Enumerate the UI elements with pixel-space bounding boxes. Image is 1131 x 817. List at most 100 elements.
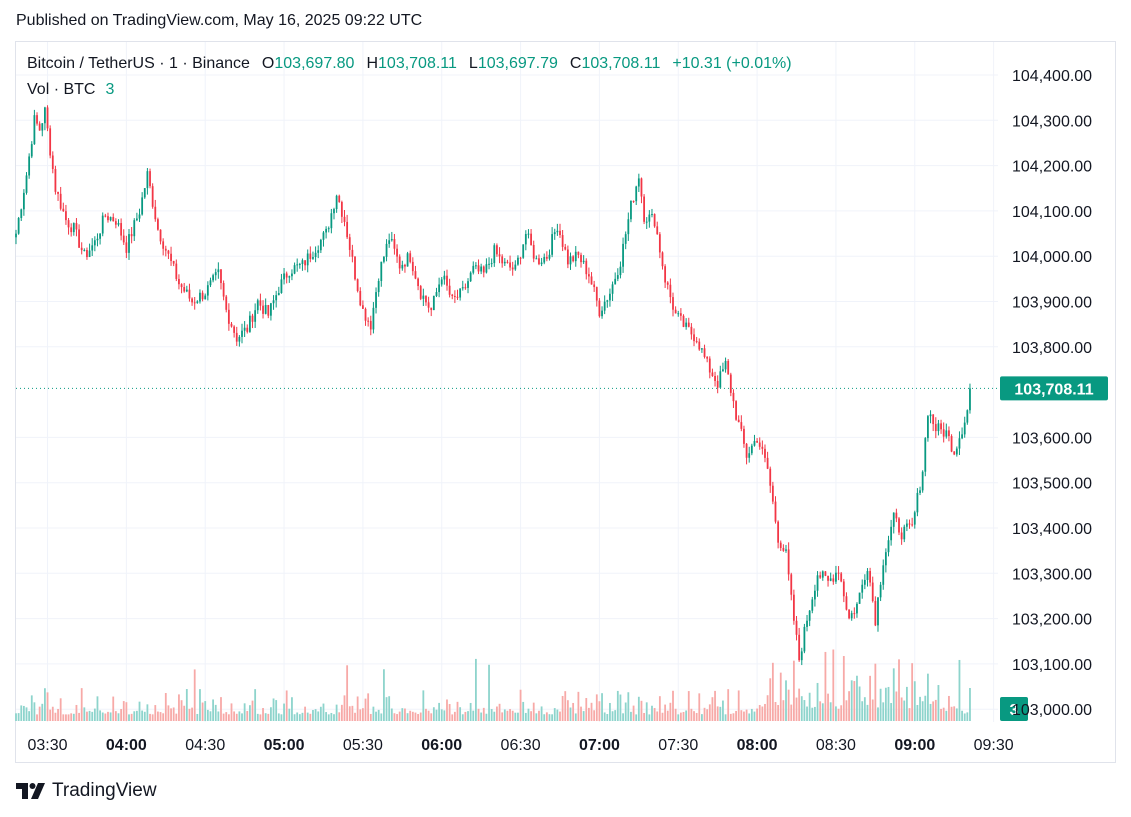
candle-body xyxy=(267,305,270,316)
candle-body xyxy=(714,375,716,381)
candle-body xyxy=(672,297,674,310)
candle-body xyxy=(88,250,91,258)
candle-body xyxy=(230,323,233,327)
volume-bar xyxy=(800,696,803,721)
candle-body xyxy=(422,295,425,299)
volume-bar xyxy=(361,708,364,721)
volume-bar xyxy=(204,701,207,721)
volume-bar xyxy=(246,711,249,721)
candle-body xyxy=(317,250,320,253)
tradingview-logo[interactable]: TradingView xyxy=(16,780,157,802)
candle-body xyxy=(816,575,819,591)
volume-bar xyxy=(467,711,469,721)
candle-body xyxy=(222,283,225,297)
volume-bar xyxy=(905,686,908,721)
volume-bar xyxy=(272,698,275,721)
volume-bar xyxy=(538,710,540,721)
volume-bar xyxy=(322,703,325,721)
volume-bar xyxy=(493,711,496,721)
candle-body xyxy=(845,596,848,610)
candle-body xyxy=(86,250,88,258)
volume-bar xyxy=(15,713,17,721)
volume-bar xyxy=(36,714,38,721)
candle-body xyxy=(30,144,33,157)
volume-bar xyxy=(845,700,848,721)
volume-bar xyxy=(122,701,125,721)
candle-body xyxy=(49,128,52,156)
candle-body xyxy=(83,250,86,252)
volume-bar xyxy=(482,707,485,721)
candle-body xyxy=(566,249,569,265)
volume-bar xyxy=(96,696,99,721)
volume-bar xyxy=(348,706,351,721)
volume-bar xyxy=(677,714,680,721)
chart-frame[interactable] xyxy=(15,41,1116,763)
volume-bar xyxy=(616,690,619,721)
volume-bar xyxy=(519,689,522,721)
candle-body xyxy=(637,178,640,187)
volume-bar xyxy=(724,714,727,721)
volume-bar xyxy=(756,708,758,721)
candle-body xyxy=(212,275,214,281)
candle-body xyxy=(327,228,330,230)
volume-bar xyxy=(180,700,183,721)
candle-body xyxy=(622,243,624,267)
volume-bar xyxy=(248,705,251,721)
volume-bar xyxy=(151,714,154,721)
candle-body xyxy=(193,302,196,304)
volume-bar xyxy=(819,701,822,721)
volume-bar xyxy=(556,709,559,721)
candle-body xyxy=(164,248,167,251)
y-tick-label: 103,600.00 xyxy=(1012,430,1092,447)
x-tick-label: 05:00 xyxy=(264,737,305,754)
candle-body xyxy=(853,613,856,615)
volume-bar xyxy=(138,701,141,721)
candle-body xyxy=(517,257,519,265)
candle-body xyxy=(162,241,165,249)
volume-bar xyxy=(304,706,306,721)
volume-bar xyxy=(419,712,422,721)
candle-body xyxy=(837,572,840,574)
volume-bar xyxy=(698,693,701,721)
candle-body xyxy=(580,254,582,263)
volume-bar xyxy=(758,704,761,721)
volume-bar xyxy=(535,713,538,721)
candle-body xyxy=(966,410,969,423)
candle-body xyxy=(892,512,895,527)
volume-bar xyxy=(130,713,133,721)
candle-body xyxy=(354,256,356,280)
candle-body xyxy=(630,200,632,220)
candle-body xyxy=(477,265,480,272)
candle-body xyxy=(609,293,611,301)
volume-bar xyxy=(832,649,835,721)
x-tick-label: 03:30 xyxy=(28,737,68,754)
volume-bar xyxy=(456,701,459,721)
volume-bar xyxy=(840,705,843,721)
candle-body xyxy=(924,438,927,472)
volume-bar xyxy=(212,699,214,721)
candle-body xyxy=(475,265,477,267)
volume-badge-label: 3 xyxy=(1010,702,1019,719)
volume-bar xyxy=(214,704,217,721)
volume-bar xyxy=(488,664,490,721)
candle-body xyxy=(874,601,877,626)
volume-bar xyxy=(291,697,293,721)
volume-bar xyxy=(764,703,766,721)
volume-label[interactable]: Vol · BTC xyxy=(27,81,96,98)
x-tick-label: 08:00 xyxy=(737,737,778,754)
candle-body xyxy=(469,272,472,282)
candle-body xyxy=(519,257,522,259)
volume-bar xyxy=(790,704,793,721)
candle-body xyxy=(330,213,333,229)
volume-bar xyxy=(727,689,730,721)
candle-body xyxy=(467,281,469,288)
candle-body xyxy=(806,620,808,627)
candle-body xyxy=(41,123,44,131)
volume-bar xyxy=(359,709,362,721)
y-tick-label: 103,900.00 xyxy=(1012,295,1092,312)
volume-bar xyxy=(580,706,582,721)
symbol-title[interactable]: Bitcoin / TetherUS · 1 · Binance xyxy=(27,55,250,72)
volume-bar xyxy=(572,702,575,721)
volume-bar xyxy=(277,713,280,721)
